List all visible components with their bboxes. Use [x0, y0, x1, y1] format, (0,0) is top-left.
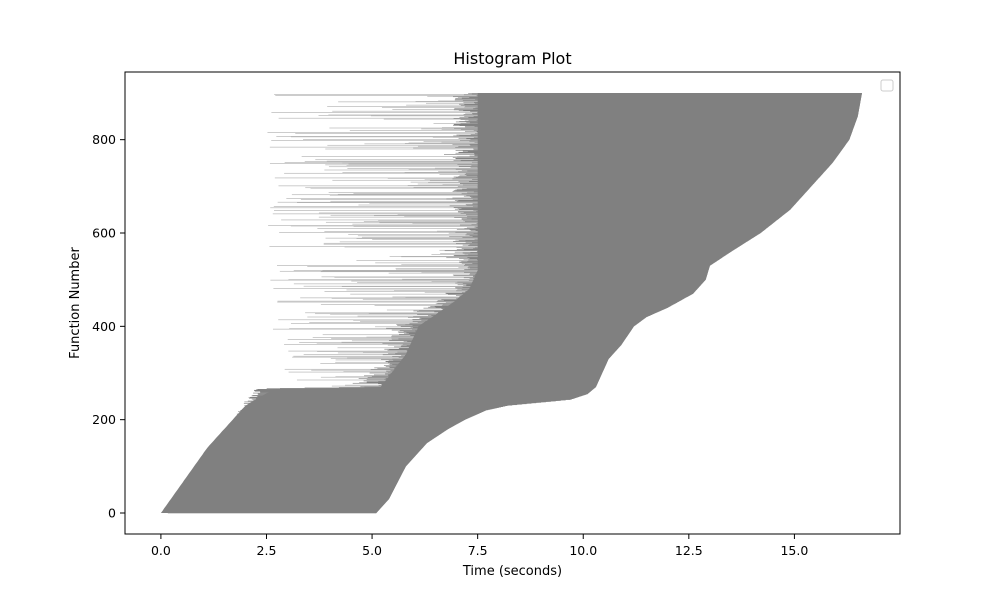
y-tick-label: 400: [92, 319, 116, 334]
legend-box: [880, 79, 894, 92]
y-axis-label: Function Number: [68, 247, 83, 359]
y-axis: 0 200 400 600 800: [92, 132, 125, 521]
y-tick-label: 200: [92, 412, 116, 427]
x-tick-label: 15.0: [780, 543, 808, 558]
x-tick-label: 7.5: [468, 543, 488, 558]
bars-group: [160, 93, 862, 514]
x-tick-label: 0.0: [151, 543, 171, 558]
y-tick-label: 0: [108, 506, 116, 521]
y-tick-label: 600: [92, 226, 116, 241]
plot-frame: [124, 71, 901, 535]
dense-bar-region: [160, 93, 862, 513]
chart-title: Histogram Plot: [453, 49, 571, 68]
x-axis-label: Time (seconds): [462, 564, 562, 579]
x-tick-label: 12.5: [675, 543, 703, 558]
x-tick-label: 10.0: [569, 543, 597, 558]
x-tick-label: 2.5: [257, 543, 277, 558]
y-tick-label: 800: [92, 132, 116, 147]
x-axis: 0.0 2.5 5.0 7.5 10.0 12.5 15.0: [151, 534, 808, 558]
x-tick-label: 5.0: [362, 543, 382, 558]
